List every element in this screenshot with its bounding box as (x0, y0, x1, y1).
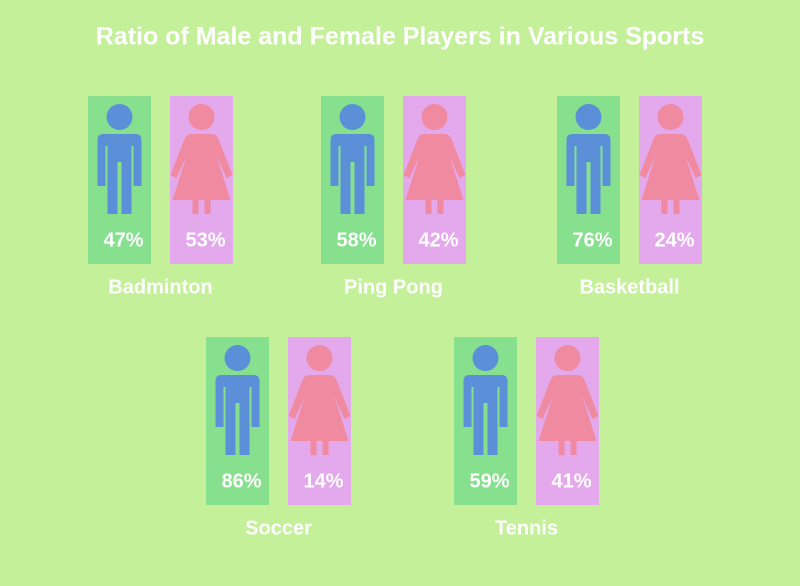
female-icon (536, 375, 599, 441)
category-label: Basketball (579, 276, 679, 298)
category-label: Ping Pong (344, 276, 443, 298)
icon-head (657, 104, 684, 130)
value-label: 59% (469, 470, 509, 492)
female-icon (170, 134, 233, 200)
icon-head (306, 345, 333, 371)
icon-leg (322, 437, 329, 455)
value-label: 86% (221, 470, 261, 492)
male-icon (330, 134, 375, 214)
icon-leg (310, 437, 317, 455)
female-icon (403, 134, 466, 200)
icon-head (188, 104, 215, 130)
icon-leg (192, 196, 199, 214)
value-label: 42% (418, 229, 458, 251)
male-icon (463, 375, 508, 455)
icon-head (421, 104, 448, 130)
female-icon (639, 134, 702, 200)
chart-title: Ratio of Male and Female Players in Vari… (96, 23, 705, 51)
female-icon (288, 375, 351, 441)
icon-leg (570, 437, 577, 455)
value-label: 76% (572, 229, 612, 251)
icon-head (575, 104, 602, 130)
icon-leg (204, 196, 211, 214)
category-label: Badminton (108, 276, 212, 298)
icon-head (339, 104, 366, 130)
icon-leg (437, 196, 444, 214)
value-label: 41% (551, 470, 591, 492)
value-label: 53% (185, 229, 225, 251)
icon-head (106, 104, 133, 130)
category-label: Tennis (495, 517, 558, 539)
icon-head (472, 345, 499, 371)
value-label: 47% (103, 229, 143, 251)
icon-leg (673, 196, 680, 214)
male-icon (566, 134, 611, 214)
icon-leg (558, 437, 565, 455)
male-icon (215, 375, 260, 455)
icon-leg (661, 196, 668, 214)
icon-leg (425, 196, 432, 214)
category-label: Soccer (245, 517, 312, 539)
icon-head (554, 345, 581, 371)
value-label: 14% (303, 470, 343, 492)
icon-head (224, 345, 251, 371)
value-label: 24% (654, 229, 694, 251)
male-icon (97, 134, 142, 214)
value-label: 58% (336, 229, 376, 251)
